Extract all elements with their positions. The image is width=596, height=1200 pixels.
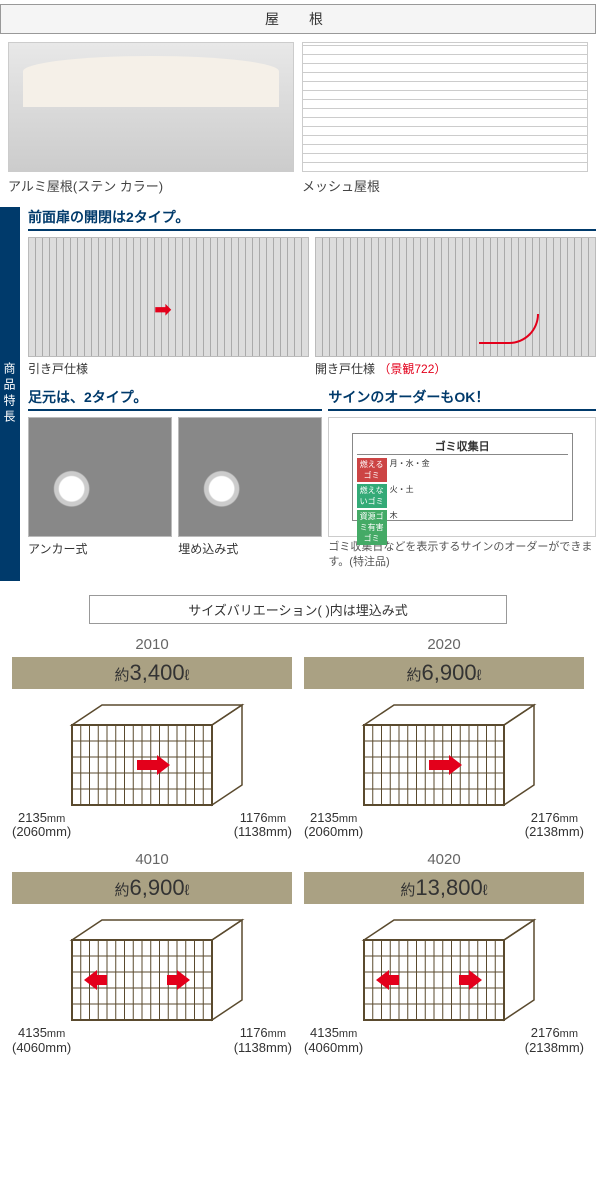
dim-row: 2135mm (2060mm) 2176mm (2138mm) [304,811,584,840]
roof-label-mesh: メッシュ屋根 [302,172,588,195]
dim-row: 4135mm (4060mm) 1176mm (1138mm) [12,1026,292,1055]
model-num: 4010 [12,851,292,868]
capacity-bar: 約6,900ℓ [304,657,584,689]
dim-row: 2135mm (2060mm) 1176mm (1138mm) [12,811,292,840]
dim-row: 4135mm (4060mm) 2176mm (2138mm) [304,1026,584,1055]
door-heading: 前面扉の開閉は2タイプ。 [28,207,596,231]
feature-sidebar-label: 商品特長 [0,207,20,581]
door-row: ➡ 引き戸仕様 開き戸仕様 （景観722） [28,237,596,377]
foot-block: 足元は、2タイプ。 アンカー式 埋め込み式 [28,387,322,571]
model-num: 4020 [304,851,584,868]
sign-row-0: 燃えるゴミ月・水・金 [357,458,568,482]
dim-depth-paren: (2138mm) [525,825,584,839]
dim-width-paren: (4060mm) [12,1041,71,1055]
dim-depth: 1176mm (1138mm) [234,1026,292,1055]
model-num: 2020 [304,636,584,653]
door-sliding: ➡ 引き戸仕様 [28,237,309,377]
dim-width-paren: (2060mm) [12,825,71,839]
size-item-4020: 4020 約13,800ℓ 4135mm (4060mm) 2176mm (21… [304,851,584,1055]
door-swing-text: 開き戸仕様 [315,362,375,376]
sign-row-1: 燃えないゴミ火・土 [357,484,568,508]
foot-anchor-label: アンカー式 [28,537,172,557]
cage-diagram [12,695,292,815]
capacity-bar: 約6,900ℓ [12,872,292,904]
door-sliding-photo: ➡ [28,237,309,357]
dim-depth-paren: (2138mm) [525,1041,584,1055]
dim-width: 2135mm (2060mm) [12,811,71,840]
door-swing-photo [315,237,596,357]
foot-anchor-photo [28,417,172,537]
dim-depth: 2176mm (2138mm) [525,811,584,840]
foot-heading: 足元は、2タイプ。 [28,387,322,411]
sign-val-2: 木 [390,510,398,545]
roof-label-aluminum: アルミ屋根(ステン カラー) [8,172,294,195]
sign-inner: ゴミ収集日 燃えるゴミ月・水・金 燃えないゴミ火・土 資源ゴミ有害ゴミ木 [352,433,573,521]
capacity-bar: 約3,400ℓ [12,657,292,689]
foot-embed-photo [178,417,322,537]
dim-width: 4135mm (4060mm) [12,1026,71,1055]
roof-photo-mesh [302,42,588,172]
dim-width-paren: (4060mm) [304,1041,363,1055]
roof-item-aluminum: アルミ屋根(ステン カラー) [8,42,294,195]
size-grid: 2010 約3,400ℓ 2135mm (2060mm) 1176mm (113… [0,636,596,1067]
size-item-4010: 4010 約6,900ℓ 4135mm (4060mm) 1176mm (113… [12,851,292,1055]
roof-row: アルミ屋根(ステン カラー) メッシュ屋根 [0,38,596,199]
capacity-bar: 約13,800ℓ [304,872,584,904]
size-header: サイズバリエーション( )内は埋込み式 [89,595,506,624]
dim-depth-paren: (1138mm) [234,1041,292,1055]
dim-width: 2135mm (2060mm) [304,811,363,840]
foot-embed-label: 埋め込み式 [178,537,322,557]
lower-row: 足元は、2タイプ。 アンカー式 埋め込み式 サインのオーダーもOK！ [28,387,596,571]
cage-diagram [12,910,292,1030]
dim-width-paren: (2060mm) [304,825,363,839]
size-item-2020: 2020 約6,900ℓ 2135mm (2060mm) 2176mm (213… [304,636,584,840]
sign-val-0: 月・水・金 [390,458,430,482]
sign-photo: ゴミ収集日 燃えるゴミ月・水・金 燃えないゴミ火・土 資源ゴミ有害ゴミ木 [328,417,596,537]
sign-title: ゴミ収集日 [357,438,568,455]
sign-block: サインのオーダーもOK！ ゴミ収集日 燃えるゴミ月・水・金 燃えないゴミ火・土 … [328,387,596,571]
sign-row-2: 資源ゴミ有害ゴミ木 [357,510,568,545]
model-num: 2010 [12,636,292,653]
sign-heading: サインのオーダーもOK！ [328,387,596,411]
door-swing: 開き戸仕様 （景観722） [315,237,596,377]
door-swing-note: （景観722） [378,362,446,376]
feature-body: 前面扉の開閉は2タイプ。 ➡ 引き戸仕様 開き戸仕様 （景観722） 足元は [20,207,596,581]
roof-header: 屋 根 [0,4,596,34]
arrow-right-icon: ➡ [155,297,172,322]
roof-item-mesh: メッシュ屋根 [302,42,588,195]
size-item-2010: 2010 約3,400ℓ 2135mm (2060mm) 1176mm (113… [12,636,292,840]
sign-tag-2: 資源ゴミ有害ゴミ [357,510,387,545]
foot-anchor: アンカー式 [28,417,172,557]
sign-val-1: 火・土 [390,484,414,508]
sign-tag-0: 燃えるゴミ [357,458,387,482]
sign-tag-1: 燃えないゴミ [357,484,387,508]
cage-diagram [304,910,584,1030]
arrow-swing-icon [479,314,539,344]
dim-depth-paren: (1138mm) [234,825,292,839]
feature-section: 商品特長 前面扉の開閉は2タイプ。 ➡ 引き戸仕様 開き戸仕様 （景観722） [0,207,596,581]
foot-embed: 埋め込み式 [178,417,322,557]
dim-depth: 1176mm (1138mm) [234,811,292,840]
dim-width: 4135mm (4060mm) [304,1026,363,1055]
cage-diagram [304,695,584,815]
door-sliding-label: 引き戸仕様 [28,357,309,377]
dim-depth: 2176mm (2138mm) [525,1026,584,1055]
roof-photo-aluminum [8,42,294,172]
foot-row: アンカー式 埋め込み式 [28,417,322,557]
door-swing-label: 開き戸仕様 （景観722） [315,357,596,377]
